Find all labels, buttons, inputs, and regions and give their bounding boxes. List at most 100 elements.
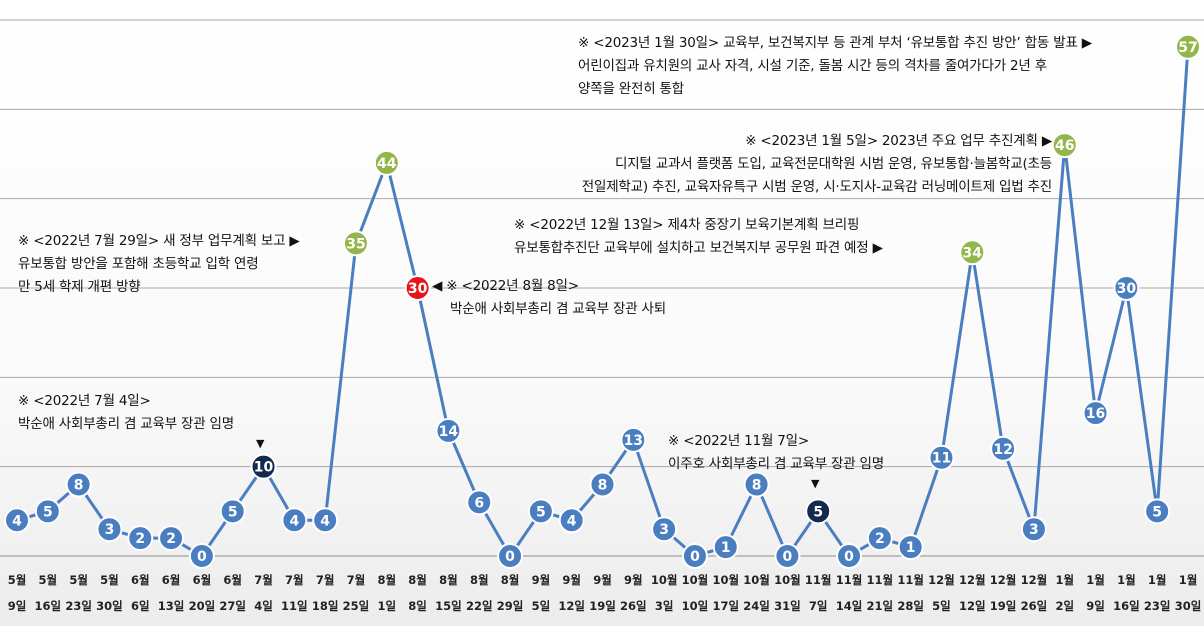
annotation-line: 양쪽을 완전히 통합 <box>578 81 684 97</box>
x-tick-month: 5월 <box>100 573 119 587</box>
x-tick-day: 22일 <box>466 599 493 613</box>
data-label: 2 <box>135 531 145 547</box>
x-tick-day: 13일 <box>158 599 185 613</box>
data-point <box>466 489 493 516</box>
data-label: 12 <box>993 442 1012 458</box>
data-point <box>1082 400 1109 427</box>
x-tick-month: 6월 <box>131 573 150 587</box>
data-label: 30 <box>1117 281 1137 297</box>
x-tick-month: 10월 <box>712 573 739 587</box>
annotation-arrow: ▼ <box>811 477 820 490</box>
data-label: 11 <box>932 451 951 467</box>
x-tick-month: 9월 <box>532 573 551 587</box>
data-label: 35 <box>346 236 365 252</box>
annotation-line: 유보통합 방안을 포함해 초등학교 입학 연령 <box>18 256 259 272</box>
x-tick-day: 23일 <box>1144 599 1171 613</box>
annotation-line: 전일제학교) 추진, 교육자유특구 시범 운영, 시·도지사-교육감 러닝메이트… <box>581 179 1052 195</box>
x-tick-month: 11월 <box>805 573 832 587</box>
x-tick-day: 8일 <box>408 599 427 613</box>
x-tick-day: 27일 <box>219 599 246 613</box>
data-label: 0 <box>505 549 515 565</box>
annotation-2022-11-07: ※ <2022년 11월 7일> 이주호 사회부총리 겸 교육부 장관 임명 ▼ <box>668 430 884 492</box>
data-label: 5 <box>43 504 53 520</box>
x-tick-day: 14일 <box>836 599 863 613</box>
data-label: 4 <box>289 513 299 529</box>
x-tick-day: 19일 <box>990 599 1017 613</box>
data-label: 3 <box>1029 522 1039 538</box>
data-label: 0 <box>690 549 700 565</box>
data-point <box>959 239 986 266</box>
data-point <box>527 498 554 525</box>
annotation-line: 이주호 사회부총리 겸 교육부 장관 임명 <box>668 456 884 472</box>
x-tick-day: 30일 <box>1175 599 1202 613</box>
x-tick-month: 7월 <box>285 573 304 587</box>
data-label: 3 <box>659 522 669 538</box>
data-point <box>34 498 61 525</box>
annotation-line: ※ <2022년 7월 4일> <box>18 393 151 409</box>
x-tick-month: 7월 <box>254 573 273 587</box>
x-tick-day: 30일 <box>96 599 123 613</box>
data-label: 16 <box>1086 406 1105 422</box>
x-tick-month: 6월 <box>223 573 242 587</box>
x-tick-month: 1월 <box>1148 573 1167 587</box>
data-label: 8 <box>74 478 84 494</box>
x-tick-day: 6일 <box>131 599 150 613</box>
data-point <box>219 498 246 525</box>
x-tick-day: 25일 <box>343 599 370 613</box>
data-point <box>96 516 123 543</box>
x-tick-month: 1월 <box>1179 573 1198 587</box>
data-label: 0 <box>197 549 207 565</box>
x-tick-month: 5월 <box>69 573 88 587</box>
data-label: 0 <box>783 549 793 565</box>
data-point <box>435 417 462 444</box>
data-point <box>866 525 893 552</box>
data-point <box>1175 33 1201 60</box>
x-tick-day: 26일 <box>620 599 647 613</box>
annotation-line: 박순애 사회부총리 겸 교육부 장관 사퇴 <box>450 301 666 317</box>
x-tick-month: 12월 <box>928 573 955 587</box>
data-label: 13 <box>624 433 643 449</box>
data-point <box>404 275 431 301</box>
annotation-line: ◀ ※ <2022년 8월 8일> <box>432 278 579 294</box>
data-point <box>127 525 154 552</box>
annotation-line: ※ <2023년 1월 5일> 2023년 주요 업무 추진계획 ▶ <box>745 133 1052 149</box>
x-tick-day: 7일 <box>809 599 828 613</box>
x-tick-month: 8월 <box>439 573 458 587</box>
data-point <box>188 543 215 569</box>
x-tick-month: 10월 <box>774 573 801 587</box>
data-point <box>312 507 339 534</box>
data-label: 34 <box>963 245 983 261</box>
data-point <box>1020 516 1047 543</box>
x-tick-day: 18일 <box>312 599 339 613</box>
data-label: 4 <box>12 513 22 529</box>
x-tick-month: 9월 <box>562 573 581 587</box>
x-tick-day: 16일 <box>35 599 62 613</box>
data-label: 57 <box>1178 40 1197 56</box>
data-label: 6 <box>474 495 484 511</box>
data-label: 44 <box>377 156 397 172</box>
x-tick-month: 7월 <box>316 573 335 587</box>
data-point <box>774 543 801 569</box>
data-point <box>897 534 924 561</box>
data-point <box>158 525 185 552</box>
annotation-line: 디지털 교과서 플랫폼 도입, 교육전문대학원 시범 운영, 유보통합·늘봄학교… <box>614 156 1052 172</box>
x-tick-month: 7월 <box>347 573 366 587</box>
data-point <box>681 543 708 569</box>
annotation-line: 박순애 사회부총리 겸 교육부 장관 임명 <box>18 416 234 432</box>
x-tick-month: 9월 <box>593 573 612 587</box>
data-point <box>373 149 400 176</box>
x-tick-day: 21일 <box>867 599 894 613</box>
data-point <box>281 507 308 534</box>
x-tick-day: 17일 <box>712 599 739 613</box>
annotation-2022-07-29: ※ <2022년 7월 29일> 새 정부 업무계획 보고 ▶ 유보통합 방안을… <box>18 230 300 299</box>
x-tick-month: 10월 <box>651 573 678 587</box>
data-point <box>928 444 955 471</box>
data-label: 4 <box>567 513 577 529</box>
x-tick-day: 11일 <box>281 599 308 613</box>
x-tick-month: 5월 <box>39 573 58 587</box>
data-point <box>651 516 678 543</box>
x-tick-month: 10월 <box>682 573 709 587</box>
annotation-line: 만 5세 학제 개편 방향 <box>18 279 141 295</box>
